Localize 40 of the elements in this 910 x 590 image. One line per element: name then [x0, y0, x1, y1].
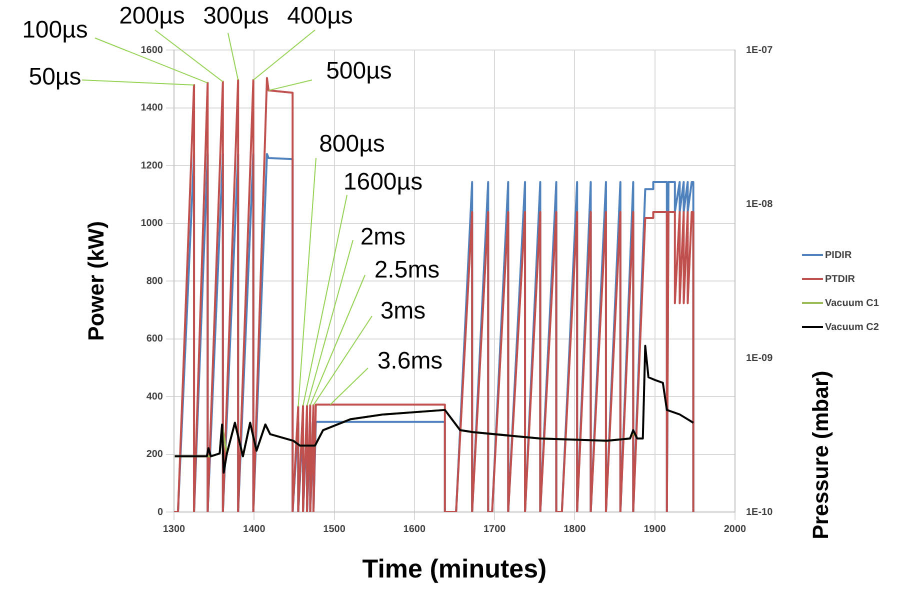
annotation: 400µs — [287, 2, 353, 30]
annotation: 2.5ms — [374, 256, 440, 284]
y2-axis-title: Pressure (mbar) — [808, 370, 834, 540]
x-tick-label: 1300 — [162, 524, 186, 535]
annotation: 800µs — [319, 130, 385, 158]
annotation: 300µs — [203, 2, 269, 30]
y-tick-label: 400 — [146, 391, 164, 402]
x-tick-label: 1800 — [564, 524, 586, 535]
annotation: 50µs — [28, 64, 82, 91]
y-tick-label: 200 — [146, 449, 164, 460]
legend-label: PIDIR — [825, 250, 852, 261]
x-axis-title: Time (minutes) — [362, 554, 547, 584]
annotation: 100µs — [22, 16, 88, 44]
y-tick-label: 600 — [146, 334, 164, 344]
y2-tick-label: 1E-08 — [746, 198, 774, 210]
annotation: 3ms — [380, 298, 426, 325]
x-tick-label: 1400 — [243, 524, 266, 535]
y-tick-label: 0 — [157, 506, 164, 518]
y-tick-label: 1200 — [140, 160, 164, 172]
x-tick-label: 1700 — [483, 524, 506, 535]
annotation: 200µs — [119, 2, 185, 30]
y-tick-label: 800 — [146, 276, 164, 287]
legend-label: PTDIR — [825, 274, 856, 285]
y2-tick-label: 1E-07 — [746, 44, 774, 56]
legend-label: Vacuum C1 — [825, 298, 880, 309]
annotation: 2ms — [360, 224, 406, 251]
x-tick-label: 1900 — [644, 524, 666, 535]
y-tick-label: 1600 — [140, 44, 164, 56]
y-axis-title: Power (kW) — [83, 221, 108, 341]
x-tick-label: 1500 — [323, 524, 346, 535]
annotation: 1600µs — [343, 168, 423, 196]
y-tick-label: 1400 — [140, 102, 164, 114]
y-tick-label: 1000 — [140, 218, 164, 229]
annotation: 500µs — [326, 58, 392, 85]
annotation: 3.6ms — [377, 348, 443, 375]
x-tick-label: 2000 — [724, 524, 747, 535]
y2-tick-label: 1E-10 — [746, 506, 774, 518]
legend-label: Vacuum C2 — [825, 322, 880, 333]
x-tick-label: 1600 — [403, 524, 426, 535]
y2-tick-label: 1E-09 — [746, 352, 774, 364]
